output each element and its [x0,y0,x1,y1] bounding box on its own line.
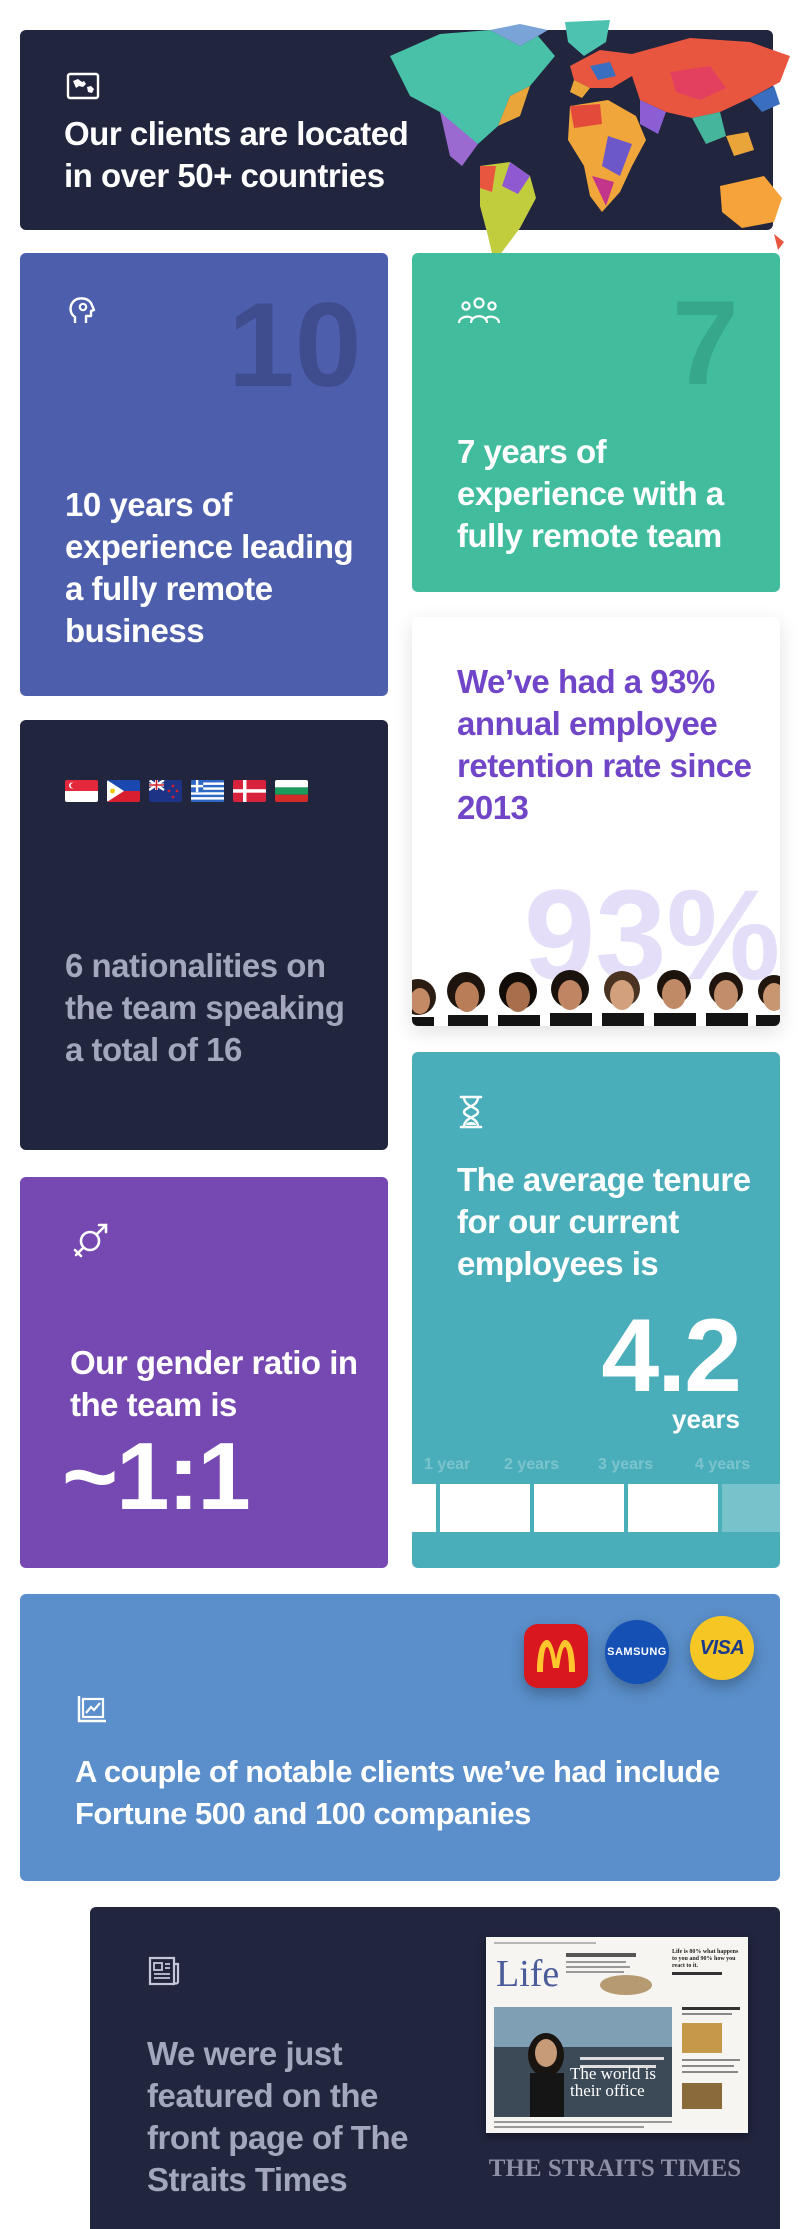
tenure-tick [624,1484,628,1532]
paper-headline: The world is their office [570,2064,656,2100]
new-zealand-flag [149,780,182,802]
remote-team-text: 7 years of experience with a fully remot… [457,433,724,554]
denmark-flag [233,780,266,802]
philippines-flag [107,780,140,802]
mcdonalds-logo [524,1624,588,1688]
countries-line-1: Our clients are located [64,115,409,152]
team-photo [412,970,780,1026]
tenure-card: The average tenure for our current emplo… [412,1052,780,1568]
bulgaria-flag [275,780,308,802]
scale-label-2-years: 2 years [504,1456,560,1473]
team-icon [457,293,501,329]
tenure-text: The average tenure for our current emplo… [457,1161,751,1282]
map-icon [65,68,101,104]
scale-label-4-years: 4 years [695,1456,751,1473]
greece-flag [191,780,224,802]
countries-card: Our clients are located in over 50+ coun… [20,20,790,262]
straits-card: We were just featured on the front page … [90,1907,780,2229]
samsung-label: SAMSUNG [607,1646,667,1658]
tenure-scale: 1 year 2 years 3 years 4 years [412,1456,780,1480]
experience-ghost-number: 10 [228,278,362,412]
straits-text: We were just featured on the front page … [147,2035,408,2198]
remote-team-ghost-number: 7 [672,276,739,410]
clients-card: SAMSUNG VISA A couple of notable clients… [20,1594,780,1881]
nationalities-card: 6 nationalities on the team speaking a t… [20,720,388,1150]
remote-team-card: 7 7 years of experience with a fully rem… [412,253,780,592]
experience-card: 10 10 years of experience leading a full… [20,253,388,696]
paper-section-title: Life [496,1953,560,1995]
retention-card: We’ve had a 93% annual employee retentio… [412,617,780,1026]
scale-label-1-year: 1 year [424,1456,471,1473]
straits-times-masthead: THE STRAITS TIMES [488,2155,742,2182]
gender-ratio: ~1:1 [62,1423,251,1530]
head-gear-icon [65,293,101,329]
singapore-flag [65,780,98,802]
retention-text: We’ve had a 93% annual employee retentio… [457,663,752,826]
tenure-unit: years [672,1404,740,1434]
chart-icon [75,1694,109,1724]
tenure-bar-fill [412,1484,721,1532]
tenure-bar [412,1484,780,1532]
gender-card: Our gender ratio in the team is ~1:1 [20,1177,388,1568]
paper-side-headline: Life is 80% what happens to you and 90% … [672,1949,742,1970]
tenure-tick [718,1484,722,1532]
gender-text: Our gender ratio in the team is [70,1344,358,1423]
experience-text: 10 years of experience leading a fully r… [65,486,354,649]
tenure-tick [530,1484,534,1532]
gender-icon [70,1219,114,1263]
tenure-tick [436,1484,440,1532]
scale-label-3-years: 3 years [598,1456,654,1473]
clients-text: A couple of notable clients we’ve had in… [75,1754,720,1831]
flag-row [65,780,308,802]
visa-label: VISA [699,1636,745,1659]
newspaper-icon [147,1955,181,1987]
tenure-value: 4.2 [601,1298,742,1414]
countries-line-2: in over 50+ countries [64,157,385,194]
samsung-logo: SAMSUNG [605,1620,669,1684]
hourglass-icon [456,1094,486,1130]
visa-logo: VISA [690,1616,754,1680]
nationalities-text: 6 nationalities on the team speaking a t… [65,947,345,1068]
world-map-illustration [390,20,790,262]
newspaper-front-page: Life The world is their office Life is 8… [486,1937,748,2133]
